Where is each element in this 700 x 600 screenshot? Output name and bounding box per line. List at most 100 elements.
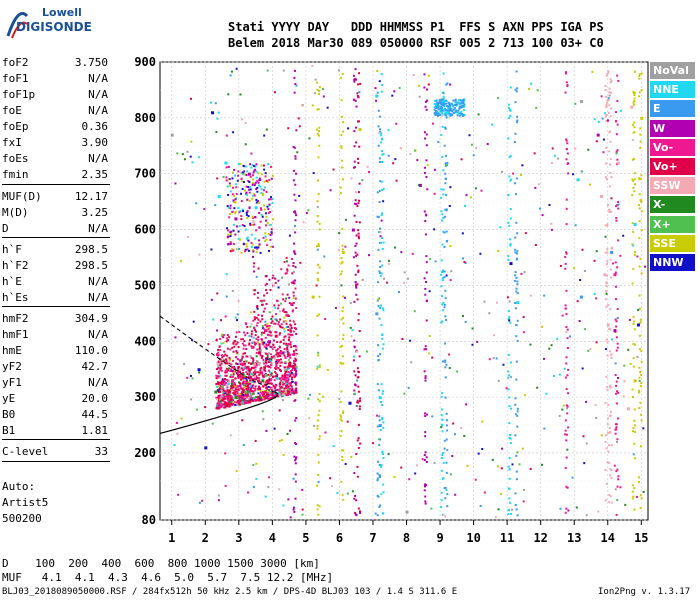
series-point [341, 250, 345, 254]
echo-point [448, 204, 451, 207]
echo-point [602, 151, 605, 154]
echo-point [235, 331, 238, 334]
echo-point [588, 183, 591, 186]
echo-point [638, 193, 641, 196]
echo-point [251, 178, 254, 181]
echo-point [340, 419, 343, 422]
echo-point [386, 281, 389, 284]
echo-point [219, 406, 222, 409]
echo-point [448, 353, 451, 356]
echo-point [263, 362, 266, 365]
echo-point [605, 162, 608, 165]
echo-point [514, 101, 517, 104]
echo-point [436, 103, 439, 106]
echo-point [281, 381, 284, 384]
echo-point [440, 395, 443, 398]
echo-point [284, 335, 287, 338]
echo-point [380, 463, 383, 466]
echo-point [222, 393, 225, 396]
echo-point [642, 490, 645, 493]
echo-point [604, 468, 607, 471]
echo-point [225, 295, 228, 298]
echo-point [225, 354, 228, 357]
echo-point [514, 182, 517, 185]
echo-point [632, 101, 635, 104]
echo-point [255, 275, 258, 278]
echo-point [191, 339, 194, 342]
echo-point [636, 355, 639, 358]
echo-point [356, 367, 359, 370]
echo-point [518, 463, 521, 466]
echo-point [616, 149, 619, 152]
echo-point [356, 264, 359, 267]
echo-point [453, 108, 456, 111]
echo-point [565, 81, 568, 84]
echo-point [273, 322, 276, 325]
echo-point [294, 374, 297, 377]
echo-point [424, 100, 427, 103]
echo-point [270, 358, 273, 361]
echo-point [293, 193, 296, 196]
echo-point [609, 171, 612, 174]
echo-point [324, 431, 327, 434]
echo-point [459, 103, 462, 106]
echo-point [232, 371, 235, 374]
echo-point [528, 87, 531, 90]
echo-point [258, 179, 261, 182]
echo-point [340, 99, 343, 102]
echo-point [273, 276, 276, 279]
echo-point [316, 314, 319, 317]
echo-point [242, 393, 245, 396]
echo-point [256, 186, 259, 189]
echo-point [254, 373, 257, 376]
echo-point [269, 393, 272, 396]
echo-point [215, 131, 218, 134]
param-key: h`Es [2, 291, 29, 304]
echo-point [266, 358, 269, 361]
echo-point [444, 164, 447, 167]
echo-point [638, 348, 641, 351]
echo-point [444, 366, 447, 369]
echo-point [610, 210, 613, 213]
echo-point [606, 101, 609, 104]
echo-point [268, 392, 271, 395]
echo-point [632, 244, 635, 247]
echo-point [220, 380, 223, 383]
echo-point [380, 324, 383, 327]
echo-point [237, 376, 240, 379]
echo-point [318, 228, 321, 231]
echo-point [256, 348, 259, 351]
series-point [516, 301, 520, 305]
echo-point [293, 510, 296, 513]
echo-point [257, 313, 260, 316]
echo-point [282, 298, 285, 301]
echo-point [476, 340, 479, 343]
echo-point [633, 97, 636, 100]
series-point [509, 262, 513, 266]
echo-point [255, 201, 258, 204]
echo-point [340, 159, 343, 162]
echo-point [550, 162, 553, 165]
echo-point [232, 366, 235, 369]
echo-point [275, 384, 278, 387]
param-row: h`Es N/A [2, 291, 108, 305]
echo-point [235, 401, 238, 404]
echo-point [445, 99, 448, 102]
echo-point [424, 377, 427, 380]
echo-point [318, 266, 321, 269]
param-separator [2, 237, 110, 238]
echo-point [236, 392, 239, 395]
echo-point [239, 399, 242, 402]
echo-point [316, 277, 319, 280]
echo-point [264, 212, 267, 215]
echo-point [361, 179, 364, 182]
echo-point [357, 437, 360, 440]
echo-point [355, 293, 358, 296]
echo-point [639, 445, 642, 448]
echo-point [640, 89, 643, 92]
echo-point [221, 397, 224, 400]
echo-point [631, 497, 634, 500]
echo-point [232, 386, 235, 389]
echo-point [566, 412, 569, 415]
echo-point [506, 296, 509, 299]
